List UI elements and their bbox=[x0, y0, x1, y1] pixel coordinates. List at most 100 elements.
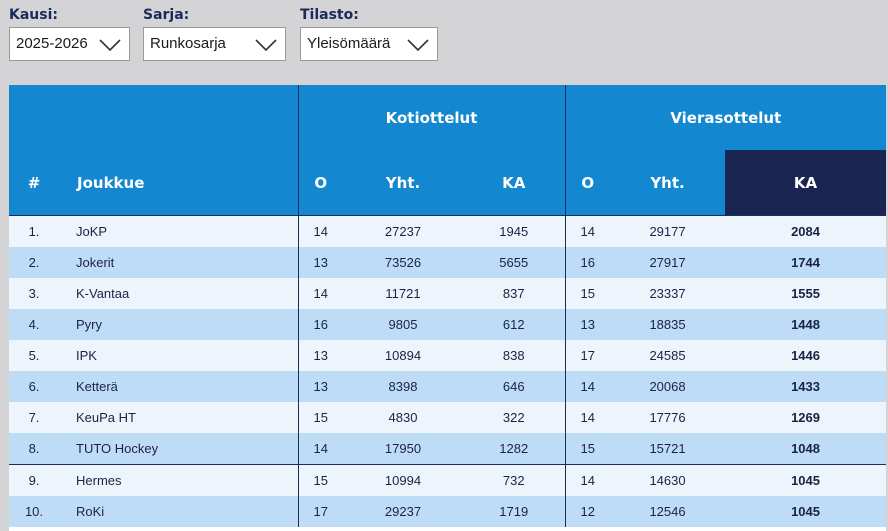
cell-away-total: 20068 bbox=[610, 371, 726, 402]
cell-home-avg: 1282 bbox=[463, 433, 566, 465]
cell-team[interactable]: TUTO Hockey bbox=[59, 433, 298, 465]
cell-home-games: 16 bbox=[297, 309, 343, 340]
stat-select[interactable]: Yleisömäärä bbox=[300, 27, 438, 61]
cell-away-avg: 2084 bbox=[725, 215, 886, 247]
column-header-row: # Joukkue O Yht. KA O Yht. KA bbox=[9, 150, 886, 216]
cell-rank: 3. bbox=[9, 278, 59, 309]
cell-team[interactable]: KeuPa HT bbox=[59, 402, 298, 433]
cell-away-games: 12 bbox=[564, 496, 611, 527]
cell-home-total: 4830 bbox=[343, 402, 463, 433]
cell-away-avg: 1045 bbox=[725, 496, 886, 527]
cell-home-avg: 612 bbox=[463, 309, 566, 340]
cell-away-games: 15 bbox=[564, 433, 611, 465]
cell-home-avg: 732 bbox=[463, 464, 566, 496]
group-header-away: Vierasottelut bbox=[564, 85, 886, 150]
cell-home-total: 10894 bbox=[343, 340, 463, 371]
series-select[interactable]: Runkosarja bbox=[143, 27, 286, 61]
cell-team[interactable]: K-Vantaa bbox=[59, 278, 298, 309]
cell-home-games: 17 bbox=[297, 496, 343, 527]
cell-away-avg: 1555 bbox=[725, 278, 886, 309]
cell-away-games: 14 bbox=[564, 402, 611, 433]
cell-away-total: 24585 bbox=[610, 340, 726, 371]
cell-rank: 1. bbox=[9, 215, 59, 247]
cell-home-games: 15 bbox=[297, 464, 343, 496]
cell-team[interactable]: RoKi bbox=[59, 496, 298, 527]
cell-team[interactable]: IPK bbox=[59, 340, 298, 371]
cell-home-avg: 1945 bbox=[463, 215, 566, 247]
cell-rank: 8. bbox=[9, 433, 59, 465]
attendance-table-container: Kotiottelut Vierasottelut # Joukkue O Yh… bbox=[9, 85, 886, 531]
cell-home-games: 14 bbox=[297, 215, 343, 247]
table-row: 10. RoKi 17 29237 1719 12 12546 1045 bbox=[9, 496, 886, 527]
cell-home-total: 29237 bbox=[343, 496, 463, 527]
cell-away-avg: 1045 bbox=[725, 464, 886, 496]
cell-away-games: 13 bbox=[564, 309, 611, 340]
cell-team[interactable]: Hermes bbox=[59, 464, 298, 496]
group-header-blank bbox=[9, 85, 298, 150]
cell-team[interactable]: Jokerit bbox=[59, 247, 298, 278]
cell-rank: 10. bbox=[9, 496, 59, 527]
cell-rank: 7. bbox=[9, 402, 59, 433]
season-label: Kausi: bbox=[9, 7, 58, 23]
series-label: Sarja: bbox=[143, 7, 190, 23]
col-team[interactable]: Joukkue bbox=[59, 150, 298, 216]
cell-away-avg: 1446 bbox=[725, 340, 886, 371]
cell-team[interactable]: Pyry bbox=[59, 309, 298, 340]
cell-home-total: 73526 bbox=[343, 247, 463, 278]
cell-away-avg: 1048 bbox=[725, 433, 886, 465]
cell-home-total: 10994 bbox=[343, 464, 463, 496]
group-header-row: Kotiottelut Vierasottelut bbox=[9, 85, 886, 150]
table-row: 5. IPK 13 10894 838 17 24585 1446 bbox=[9, 340, 886, 371]
col-rank[interactable]: # bbox=[9, 150, 59, 216]
cell-rank: 6. bbox=[9, 371, 59, 402]
cell-rank: 4. bbox=[9, 309, 59, 340]
cell-away-total: 18835 bbox=[610, 309, 726, 340]
cell-away-avg: 1744 bbox=[725, 247, 886, 278]
table-row: 6. Ketterä 13 8398 646 14 20068 1433 bbox=[9, 371, 886, 402]
col-away-games[interactable]: O bbox=[564, 150, 611, 216]
cell-home-avg: 646 bbox=[463, 371, 566, 402]
table-row: 3. K-Vantaa 14 11721 837 15 23337 1555 bbox=[9, 278, 886, 309]
col-home-games[interactable]: O bbox=[297, 150, 343, 216]
chevron-down-icon bbox=[407, 39, 429, 51]
cell-team[interactable]: JoKP bbox=[59, 215, 298, 247]
table-body: 1. JoKP 14 27237 1945 14 29177 2084 2. Jokerit 13 7… bbox=[9, 215, 886, 527]
cell-away-avg: 1433 bbox=[725, 371, 886, 402]
cell-team[interactable]: Ketterä bbox=[59, 371, 298, 402]
cell-away-games: 17 bbox=[564, 340, 611, 371]
cell-home-total: 8398 bbox=[343, 371, 463, 402]
cell-home-games: 14 bbox=[297, 278, 343, 309]
stat-filter: Tilasto: Yleisömäärä bbox=[300, 6, 438, 61]
table-row: 2. Jokerit 13 73526 5655 16 27917 1744 bbox=[9, 247, 886, 278]
col-home-total[interactable]: Yht. bbox=[343, 150, 463, 216]
cell-home-games: 13 bbox=[297, 340, 343, 371]
cell-home-games: 15 bbox=[297, 402, 343, 433]
table-row: 9. Hermes 15 10994 732 14 14630 1045 bbox=[9, 464, 886, 496]
table-row: 1. JoKP 14 27237 1945 14 29177 2084 bbox=[9, 215, 886, 247]
cell-away-total: 14630 bbox=[610, 464, 726, 496]
stat-label: Tilasto: bbox=[300, 7, 359, 23]
cell-home-total: 11721 bbox=[343, 278, 463, 309]
season-select[interactable]: 2025-2026 bbox=[9, 27, 130, 61]
chevron-down-icon bbox=[99, 39, 121, 51]
cell-away-total: 12546 bbox=[610, 496, 726, 527]
cell-home-avg: 5655 bbox=[463, 247, 566, 278]
cell-home-avg: 838 bbox=[463, 340, 566, 371]
table-row: 4. Pyry 16 9805 612 13 18835 1448 bbox=[9, 309, 886, 340]
cell-home-avg: 322 bbox=[463, 402, 566, 433]
col-away-total[interactable]: Yht. bbox=[610, 150, 726, 216]
cell-away-games: 15 bbox=[564, 278, 611, 309]
cell-home-games: 13 bbox=[297, 247, 343, 278]
group-header-home: Kotiottelut bbox=[297, 85, 566, 150]
cell-away-avg: 1448 bbox=[725, 309, 886, 340]
cell-away-avg: 1269 bbox=[725, 402, 886, 433]
cell-away-total: 29177 bbox=[610, 215, 726, 247]
col-home-avg[interactable]: KA bbox=[463, 150, 566, 216]
cell-home-total: 27237 bbox=[343, 215, 463, 247]
cell-home-games: 13 bbox=[297, 371, 343, 402]
attendance-table: Kotiottelut Vierasottelut # Joukkue O Yh… bbox=[9, 85, 886, 527]
season-value: 2025-2026 bbox=[16, 35, 88, 52]
col-away-avg[interactable]: KA bbox=[725, 150, 886, 216]
cell-away-total: 17776 bbox=[610, 402, 726, 433]
cell-rank: 2. bbox=[9, 247, 59, 278]
